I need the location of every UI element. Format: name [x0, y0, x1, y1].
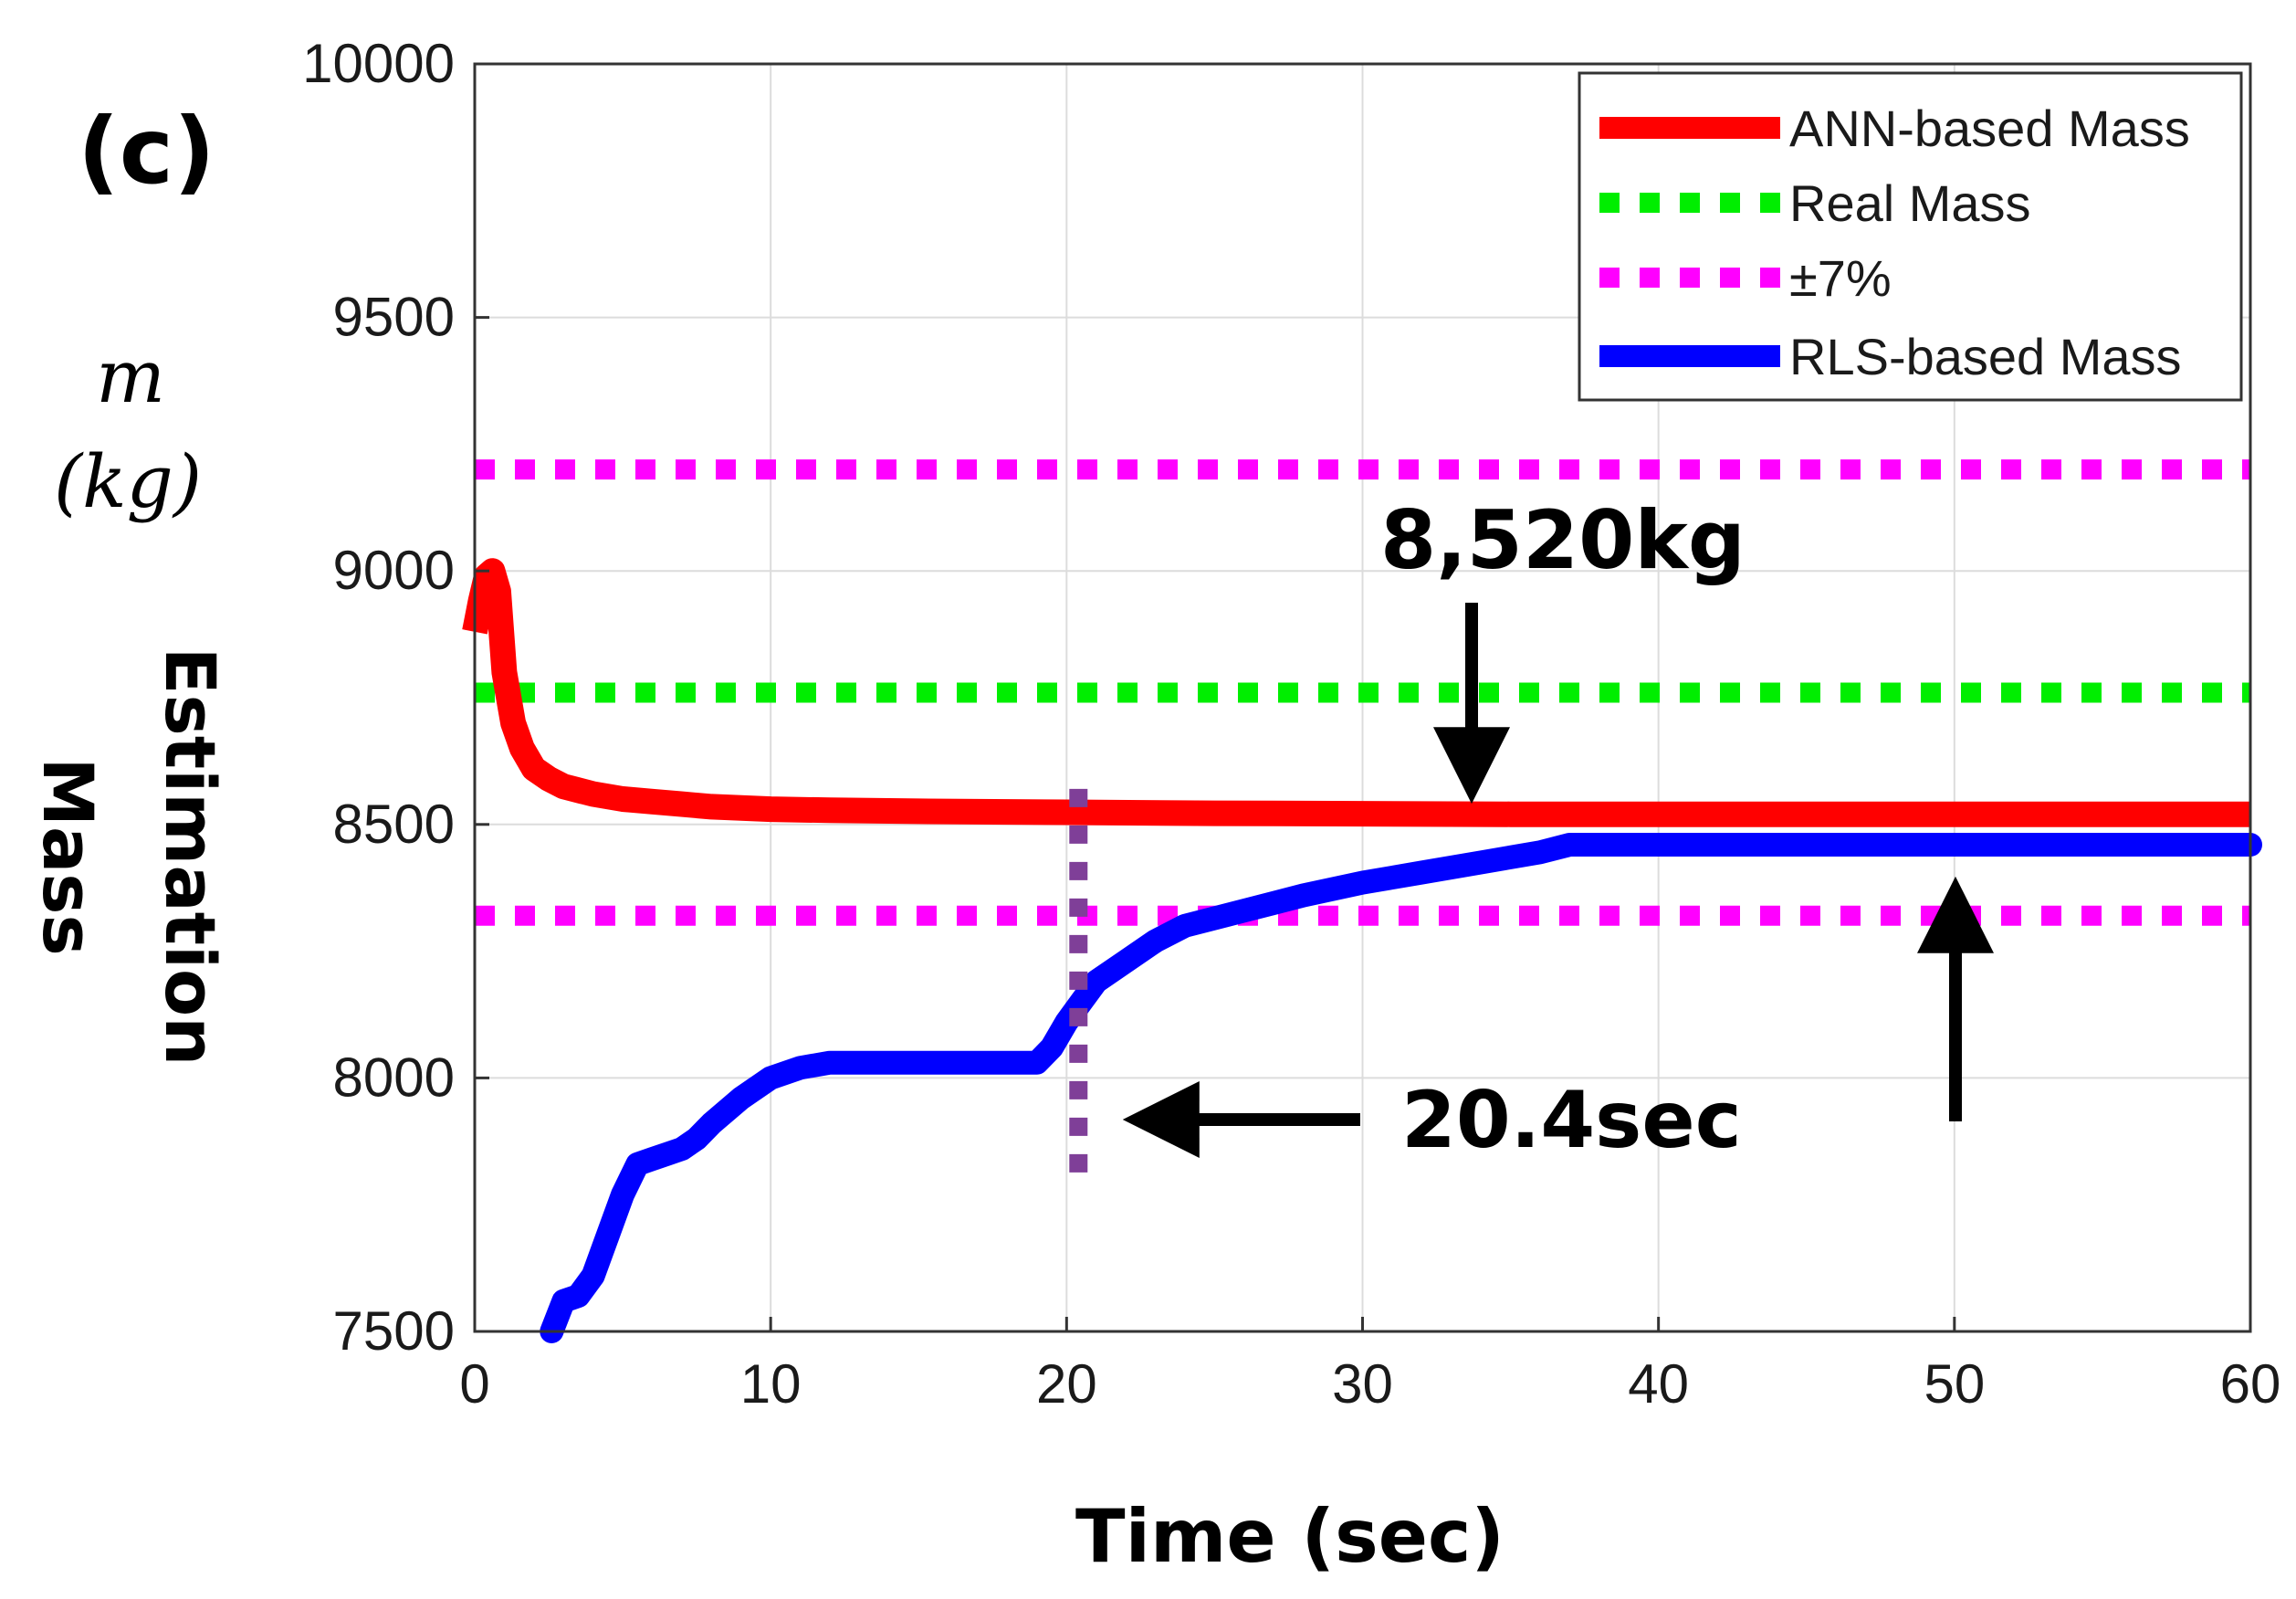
legend-label-bounds: ±7%	[1789, 249, 1892, 307]
x-tick-label: 40	[1628, 1353, 1689, 1415]
y-axis-title-estimation: Estimation	[150, 647, 231, 1067]
rls-mass-line	[540, 833, 2262, 1343]
legend-label-ann: ANN-based Mass	[1789, 100, 2190, 157]
x-axis-title: Time (sec)	[1075, 1494, 1504, 1579]
y-axis-title-mass: Mass	[27, 757, 109, 955]
time-annotation-text: 20.4sec	[1401, 1075, 1742, 1166]
y-tick-label: 10000	[302, 33, 455, 94]
ann-mass-line	[462, 558, 2250, 827]
axis-ticks: 0 10 20 30 40 50 60 7500 8000 8500 9000 9500 10000	[302, 33, 2280, 1415]
x-tick-label: 10	[740, 1353, 802, 1415]
legend-label-rls: RLS-based Mass	[1789, 328, 2182, 385]
y-tick-label: 7500	[333, 1300, 455, 1362]
y-tick-label: 9000	[333, 540, 455, 601]
legend-label-real: Real Mass	[1789, 174, 2031, 232]
x-tick-label: 30	[1332, 1353, 1393, 1415]
x-tick-label: 50	[1924, 1353, 1985, 1415]
x-tick-label: 60	[2220, 1353, 2281, 1415]
x-tick-label: 20	[1036, 1353, 1097, 1415]
panel-label: (c)	[78, 98, 215, 205]
y-tick-label: 8500	[333, 794, 455, 855]
y-tick-label: 9500	[333, 287, 455, 348]
y-axis-symbol: m	[96, 334, 165, 419]
y-axis-unit: (kg)	[54, 439, 202, 524]
mass-annotation-text: 8,520kg	[1380, 493, 1746, 587]
data-series	[462, 459, 2262, 1343]
x-tick-label: 0	[459, 1353, 489, 1415]
y-tick-label: 8000	[333, 1047, 455, 1108]
legend: ANN-based Mass Real Mass ±7% RLS-based M…	[1578, 71, 2243, 402]
